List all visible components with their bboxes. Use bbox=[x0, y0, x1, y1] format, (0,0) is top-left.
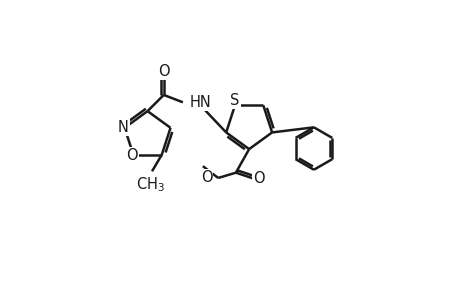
Text: S: S bbox=[230, 93, 239, 108]
Text: HN: HN bbox=[189, 95, 211, 110]
Text: N: N bbox=[118, 120, 128, 135]
Text: O: O bbox=[157, 64, 169, 79]
Text: CH$_3$: CH$_3$ bbox=[136, 175, 165, 194]
Text: O: O bbox=[252, 171, 264, 186]
Text: O: O bbox=[200, 170, 212, 185]
Text: O: O bbox=[126, 148, 137, 163]
